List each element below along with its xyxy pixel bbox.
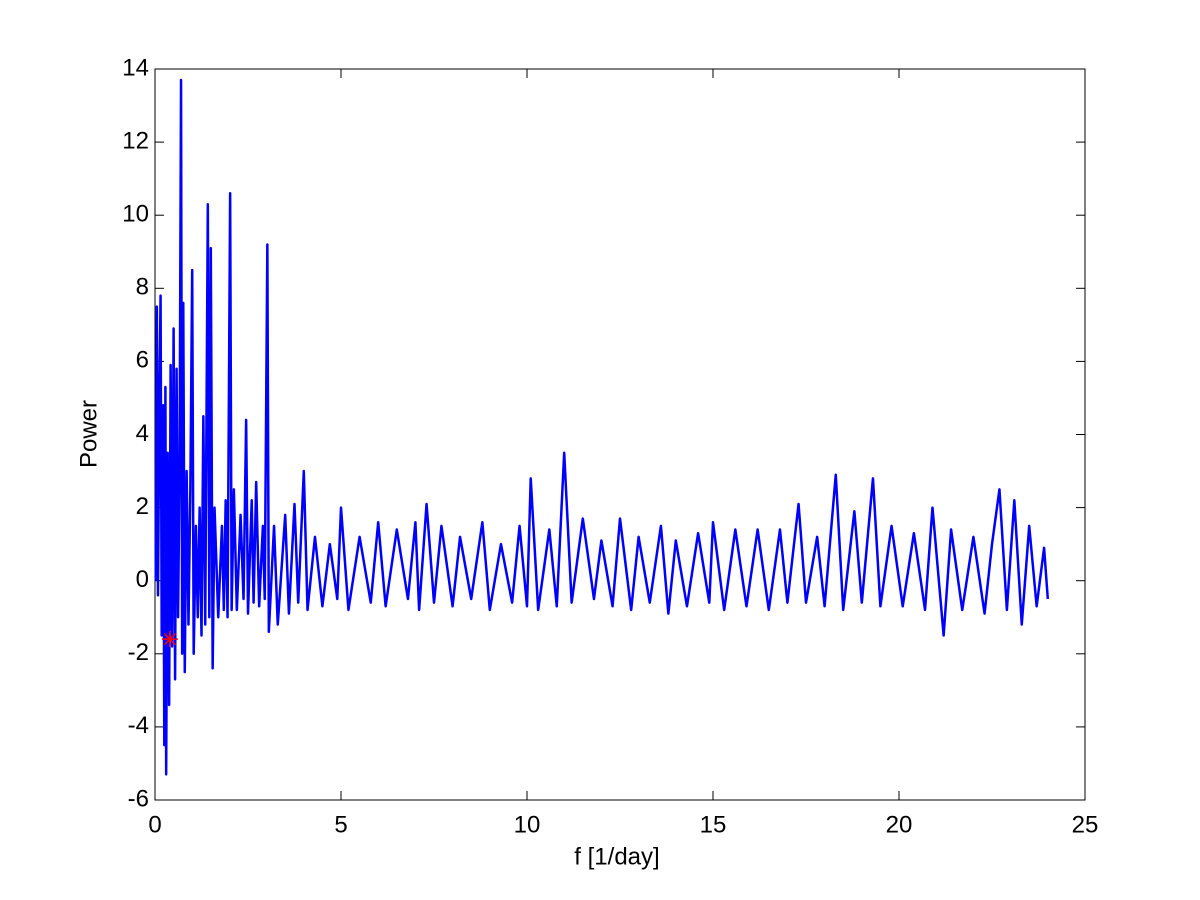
plot-area bbox=[154, 68, 1086, 801]
y-tick-label: -4 bbox=[128, 712, 149, 739]
marker bbox=[161, 631, 178, 648]
y-tick-label: -6 bbox=[128, 785, 149, 812]
y-tick-label: 8 bbox=[136, 274, 149, 301]
y-tick-label: 0 bbox=[136, 566, 149, 593]
x-tick-label: 25 bbox=[1072, 811, 1099, 838]
x-tick-label: 10 bbox=[514, 811, 541, 838]
y-tick-label: 2 bbox=[136, 493, 149, 520]
x-tick-label: 20 bbox=[886, 811, 913, 838]
y-tick-label: -2 bbox=[128, 639, 149, 666]
data-line bbox=[154, 78, 1050, 776]
y-tick-label: 6 bbox=[136, 347, 149, 374]
marker-stroke bbox=[163, 633, 177, 646]
y-tick-label: 12 bbox=[122, 127, 149, 154]
y-tick-label: 4 bbox=[136, 420, 149, 447]
y-axis-label: Power bbox=[75, 400, 102, 468]
x-tick-label: 15 bbox=[700, 811, 727, 838]
x-tick-label: 5 bbox=[334, 811, 347, 838]
y-tick-label: 10 bbox=[122, 201, 149, 228]
y-tick-label: 14 bbox=[122, 54, 149, 81]
x-axis-label: f [1/day] bbox=[574, 843, 659, 870]
x-tick-label: 0 bbox=[148, 811, 161, 838]
